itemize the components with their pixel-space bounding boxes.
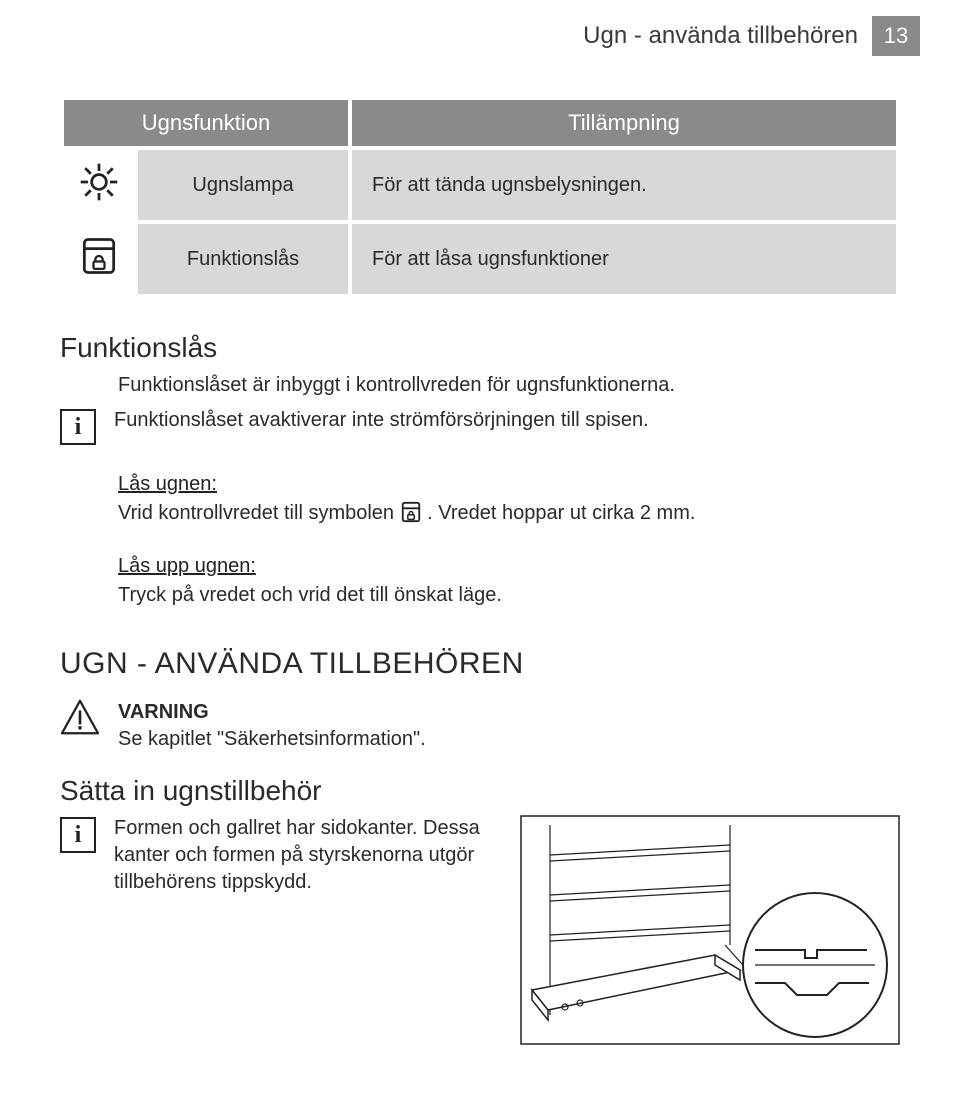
subsection-heading-insert: Sätta in ugnstillbehör [60, 775, 900, 807]
page-header-title: Ugn - använda tillbehören [583, 22, 858, 50]
table-row: Funktionslås För att låsa ugnsfunktioner [64, 224, 896, 294]
paragraph: Formen och gallret har sidokanter. Dessa… [114, 815, 496, 896]
table-cell-application: För att låsa ugnsfunktioner [352, 224, 896, 294]
info-icon: i [60, 817, 96, 853]
paragraph: Tryck på vredet och vrid det till önskat… [118, 582, 900, 609]
lamp-icon [77, 160, 121, 204]
page-number-badge: 13 [872, 16, 920, 56]
functions-table: Ugnsfunktion Tillämpning [60, 96, 900, 298]
lock-symbol-icon [400, 501, 422, 523]
unlock-oven-subheading: Lås upp ugnen: [118, 555, 900, 578]
table-cell-function: Funktionslås [138, 224, 348, 294]
lock-oven-subheading: Lås ugnen: [118, 473, 900, 496]
info-icon: i [60, 409, 96, 445]
warning-icon [60, 699, 100, 735]
table-cell-application: För att tända ugnsbelysningen. [352, 150, 896, 220]
table-row: Ugnslampa För att tända ugnsbelysningen. [64, 150, 896, 220]
section-heading-funktionslas: Funktionslås [60, 332, 900, 364]
section-heading-accessories: UGN - ANVÄNDA TILLBEHÖREN [60, 647, 900, 681]
paragraph: Funktionslåset är inbyggt i kontrollvred… [118, 372, 675, 399]
lock-text-a: Vrid kontrollvredet till symbolen [118, 502, 400, 524]
table-header-function: Ugnsfunktion [64, 100, 348, 146]
oven-rack-illustration [520, 815, 900, 1045]
lock-text-b: . Vredet hoppar ut cirka 2 mm. [427, 502, 695, 524]
lock-icon-cell [64, 224, 134, 294]
paragraph: Vrid kontrollvredet till symbolen . Vred… [118, 500, 900, 527]
table-header-application: Tillämpning [352, 100, 896, 146]
warning-label: VARNING [118, 699, 426, 726]
table-cell-function: Ugnslampa [138, 150, 348, 220]
function-lock-icon [77, 234, 121, 278]
lamp-icon-cell [64, 150, 134, 220]
paragraph: Funktionslåset avaktiverar inte strömför… [114, 407, 649, 434]
warning-text: Se kapitlet "Säkerhetsinformation". [118, 726, 426, 753]
